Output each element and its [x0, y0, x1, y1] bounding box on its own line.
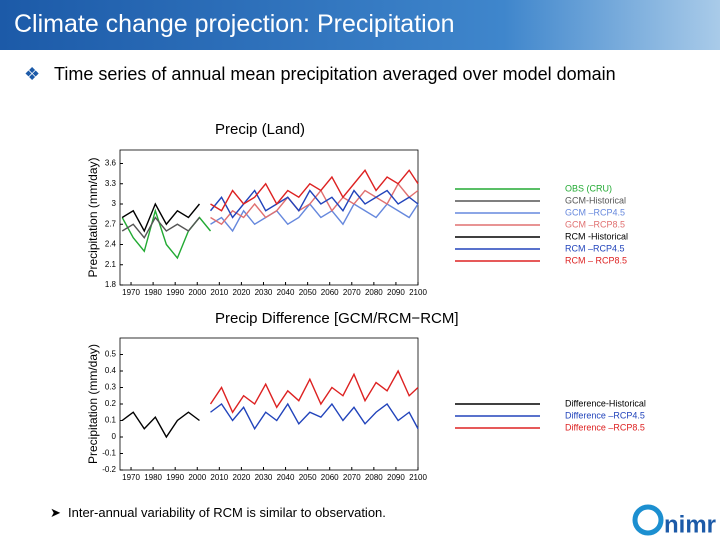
x-tick-label: 2090 [387, 473, 405, 482]
x-tick-label: 1970 [122, 473, 140, 482]
series-line [209, 189, 419, 219]
arrow-marker: ➤ [50, 505, 61, 520]
note: ➤ Inter-annual variability of RCM is simi… [50, 505, 386, 520]
x-tick-label: 1980 [144, 288, 162, 297]
y-tick-label: 0.1 [105, 416, 117, 425]
x-tick-label: 2040 [277, 288, 295, 297]
y-tick-label: 1.8 [105, 280, 117, 289]
series-line [121, 216, 201, 239]
x-tick-label: 2060 [321, 288, 339, 297]
series-line [209, 369, 419, 414]
legend-label: Difference –RCP4.5 [565, 410, 645, 420]
x-tick-label: 2080 [365, 288, 383, 297]
note-text: Inter-annual variability of RCM is simil… [68, 505, 386, 520]
y-tick-label: -0.1 [102, 449, 116, 458]
y-tick-label: 3.3 [105, 179, 117, 188]
y-tick-label: 2.4 [105, 240, 117, 249]
x-tick-label: 2050 [299, 473, 317, 482]
slide-title: Climate change projection: Precipitation [14, 10, 455, 38]
x-tick-label: 2080 [365, 473, 383, 482]
legend-label: GCM –RCP8.5 [565, 219, 625, 229]
x-tick-label: 2030 [255, 473, 273, 482]
x-tick-label: 2100 [409, 473, 427, 482]
chart-title: Precip Difference [GCM/RCM−RCM] [215, 310, 459, 327]
x-tick-label: 2030 [255, 288, 273, 297]
y-tick-label: 0 [112, 432, 117, 441]
y-tick-label: 0.5 [105, 350, 117, 359]
x-tick-label: 2050 [299, 288, 317, 297]
bullet-marker: ❖ [24, 64, 41, 84]
y-tick-label: 2.1 [105, 260, 117, 269]
y-tick-label: 3 [112, 199, 117, 208]
series-line [121, 208, 212, 260]
x-tick-label: 2010 [210, 473, 228, 482]
x-tick-label: 2020 [233, 473, 251, 482]
chart-title: Precip (Land) [215, 121, 305, 138]
plot-frame [119, 149, 419, 286]
legend-label: RCM – RCP8.5 [565, 255, 627, 265]
legend-label: Difference-Historical [565, 398, 646, 408]
bullet-text: Time series of annual mean precipitation… [54, 64, 616, 84]
y-axis-label: Precipitation (mm/day) [86, 157, 100, 277]
x-tick-label: 2040 [277, 473, 295, 482]
y-tick-label: 0.3 [105, 383, 117, 392]
legend-label: RCM -Historical [565, 231, 628, 241]
x-tick-label: 2000 [188, 473, 206, 482]
x-tick-label: 2010 [210, 288, 228, 297]
legend-label: Difference –RCP8.5 [565, 422, 645, 432]
series-line [121, 411, 200, 439]
logo-icon [632, 504, 664, 536]
x-tick-label: 2000 [188, 288, 206, 297]
x-tick-label: 2070 [343, 288, 361, 297]
legend-label: GCM –RCP4.5 [565, 207, 625, 217]
legend-label: GCM-Historical [565, 195, 626, 205]
logo: nimr [632, 504, 716, 538]
x-tick-label: 2090 [387, 288, 405, 297]
x-tick-label: 2020 [233, 288, 251, 297]
y-tick-label: 0.2 [105, 399, 117, 408]
bullet: ❖ Time series of annual mean precipitatio… [24, 62, 688, 86]
header: Climate change projection: Precipitation [0, 0, 720, 50]
y-tick-label: 2.7 [105, 219, 117, 228]
x-tick-label: 2070 [343, 473, 361, 482]
y-tick-label: 3.6 [105, 159, 117, 168]
series-line [210, 169, 419, 212]
charts: Precip (Land) Precipitation (mm/day) 1.8 2.… [86, 121, 646, 482]
series-line [210, 402, 419, 431]
y-axis-label: Precipitation (mm/day) [86, 344, 100, 464]
logo-text: nimr [664, 511, 716, 538]
y-tick-label: -0.2 [102, 465, 116, 474]
series-line [121, 202, 201, 233]
x-tick-label: 2100 [409, 288, 427, 297]
y-tick-label: 0.4 [105, 366, 117, 375]
x-tick-label: 1990 [166, 288, 184, 297]
series-line [210, 202, 419, 233]
legend-label: RCM –RCP4.5 [565, 243, 625, 253]
plot-frame [119, 337, 419, 471]
x-tick-label: 2060 [321, 473, 339, 482]
x-tick-label: 1980 [144, 473, 162, 482]
x-tick-label: 1970 [122, 288, 140, 297]
legend-label: OBS (CRU) [565, 183, 612, 193]
x-tick-label: 1990 [166, 473, 184, 482]
